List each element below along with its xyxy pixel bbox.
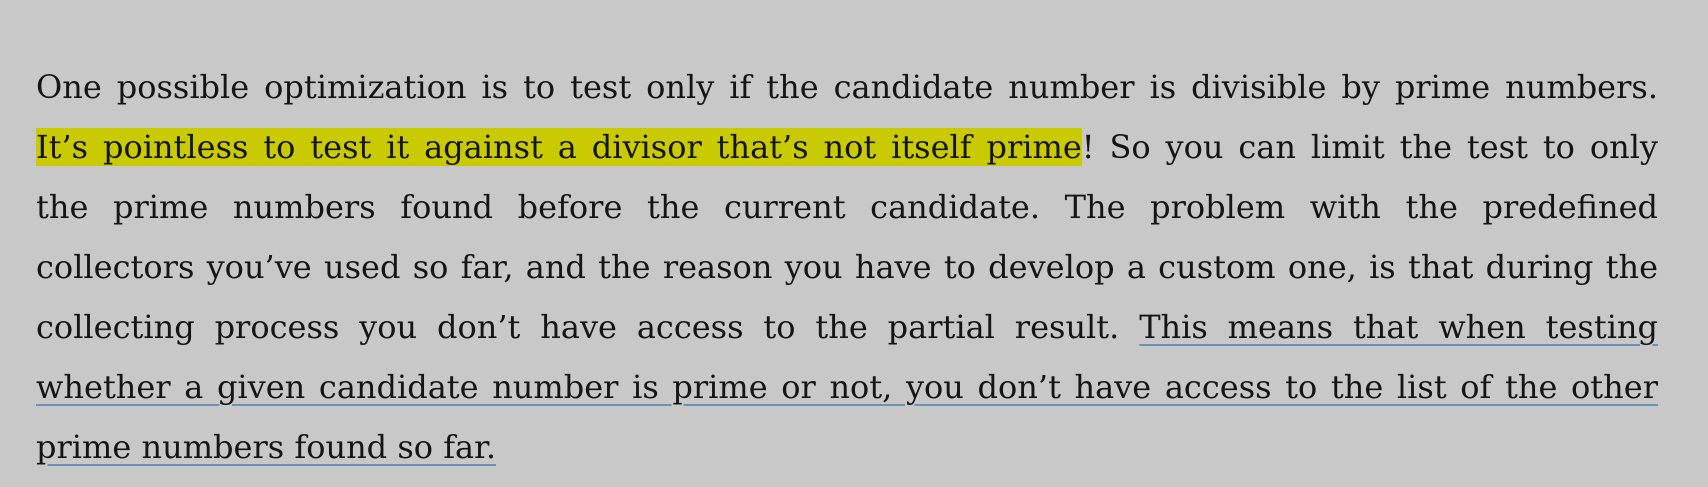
text-line-4: collectors you’ve used so far, and the r… (36, 237, 1658, 297)
line-3-text: the prime numbers found before the curre… (36, 188, 1658, 226)
text-line-1: One possible optimization is to test onl… (36, 57, 1658, 117)
text-line-2: It’s pointless to test it against a divi… (36, 117, 1658, 177)
underlined-text-middle[interactable]: whether a given candidate number is prim… (36, 368, 1658, 406)
line-1-text: One possible optimization is to test onl… (36, 68, 1658, 106)
body-paragraph: One possible optimization is to test onl… (36, 57, 1658, 477)
line-5-text: collecting process you don’t have access… (36, 308, 1120, 346)
text-line-5: collecting process you don’t have access… (36, 297, 1658, 357)
line-2-text: ! So you can limit the test to only (1081, 128, 1659, 166)
highlighted-text[interactable]: It’s pointless to test it against a divi… (36, 128, 1082, 166)
line-4-text: collectors you’ve used so far, and the r… (36, 248, 1658, 286)
underlined-text-end[interactable]: prime numbers found so far. (36, 428, 497, 466)
document-page: One possible optimization is to test onl… (36, 57, 1658, 477)
text-line-6: whether a given candidate number is prim… (36, 357, 1658, 417)
text-line-3: the prime numbers found before the curre… (36, 177, 1658, 237)
text-line-7: prime numbers found so far. (36, 417, 1658, 477)
underlined-text-start[interactable]: This means that when testing (1139, 308, 1659, 346)
